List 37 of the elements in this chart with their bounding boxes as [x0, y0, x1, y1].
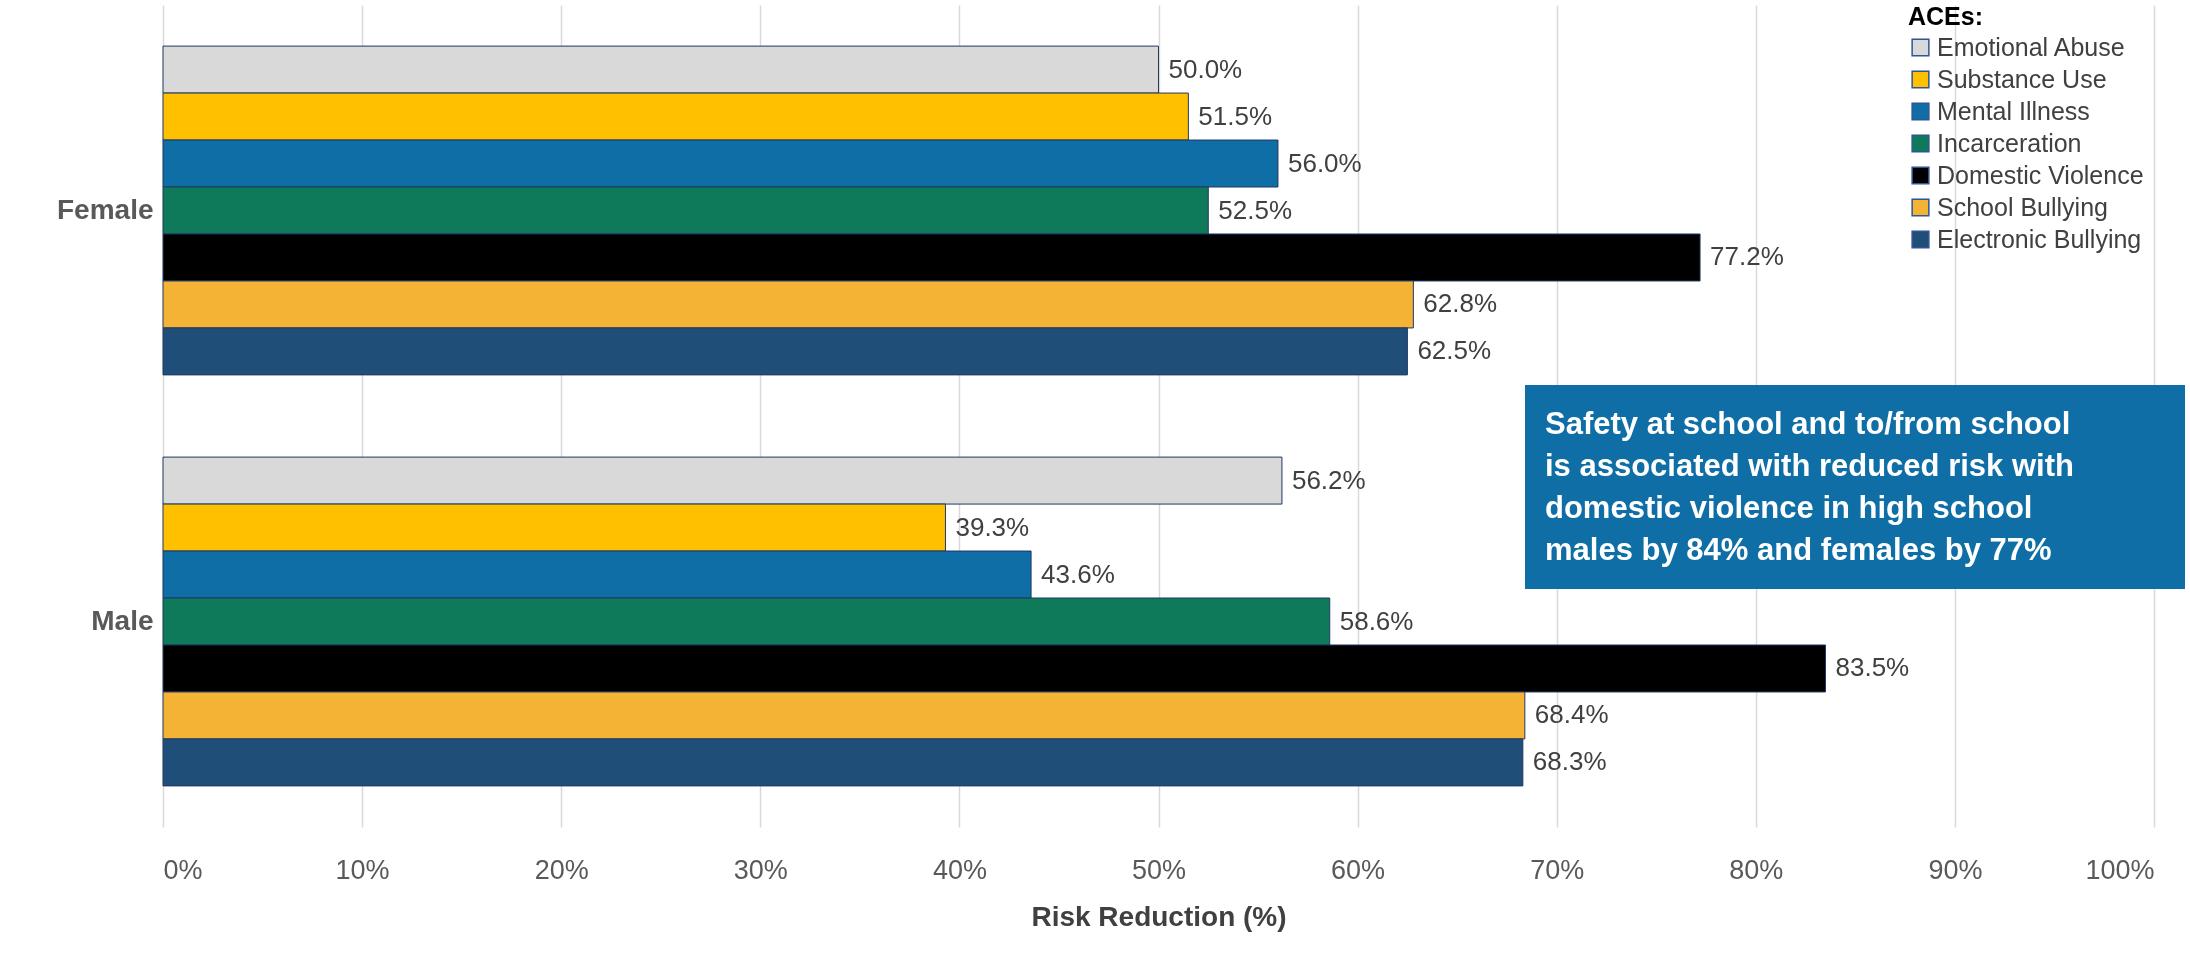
data-label: 62.8% [1423, 288, 1498, 319]
x-tick-label: 30% [733, 854, 788, 885]
legend-label: School Bullying [1937, 192, 2108, 221]
data-label: 50.0% [1168, 53, 1243, 84]
data-label: 39.3% [955, 511, 1030, 542]
x-tick-label: 80% [1729, 854, 1784, 885]
legend-label: Domestic Violence [1937, 160, 2144, 189]
data-label: 56.2% [1291, 464, 1366, 495]
data-label: 58.6% [1339, 605, 1414, 636]
x-tick-label: 60% [1331, 854, 1386, 885]
x-tick-label: 40% [932, 854, 987, 885]
data-label: 68.4% [1534, 699, 1609, 730]
data-label: 56.0% [1287, 147, 1362, 178]
y-tick-label: Male [91, 604, 154, 636]
legend-label: Mental Illness [1937, 96, 2090, 125]
x-tick-label: 50% [1131, 854, 1187, 885]
data-label: 52.5% [1218, 194, 1293, 225]
data-label: 77.2% [1710, 241, 1784, 272]
legend-label: Substance Use [1937, 64, 2107, 93]
data-label: 68.3% [1532, 746, 1607, 777]
x-axis-title: Risk Reduction (%) [1031, 900, 1287, 932]
x-tick-label: 100% [2085, 854, 2155, 885]
x-tick-label: 70% [1530, 854, 1585, 885]
data-label: 83.5% [1835, 652, 1910, 683]
x-tick-label: 20% [534, 854, 589, 885]
y-tick-label: Female [57, 193, 154, 225]
data-label: 51.5% [1198, 100, 1273, 131]
legend-label: Emotional Abuse [1937, 32, 2125, 61]
data-label: 62.5% [1417, 335, 1492, 366]
x-tick-label: 10% [335, 854, 390, 885]
legend-label: Electronic Bullying [1937, 224, 2142, 253]
callout-box: Safety at school and to/from school is associated with reduced risk with domestic violence in high school males by 84% and females by 77% [1525, 385, 2185, 589]
x-tick-label: 0% [163, 854, 203, 885]
legend-label: Incarceration [1937, 128, 2082, 157]
x-tick-label: 90% [1928, 854, 1983, 885]
data-label: 43.6% [1041, 558, 1115, 589]
legend-title: ACEs: [1908, 2, 1984, 30]
